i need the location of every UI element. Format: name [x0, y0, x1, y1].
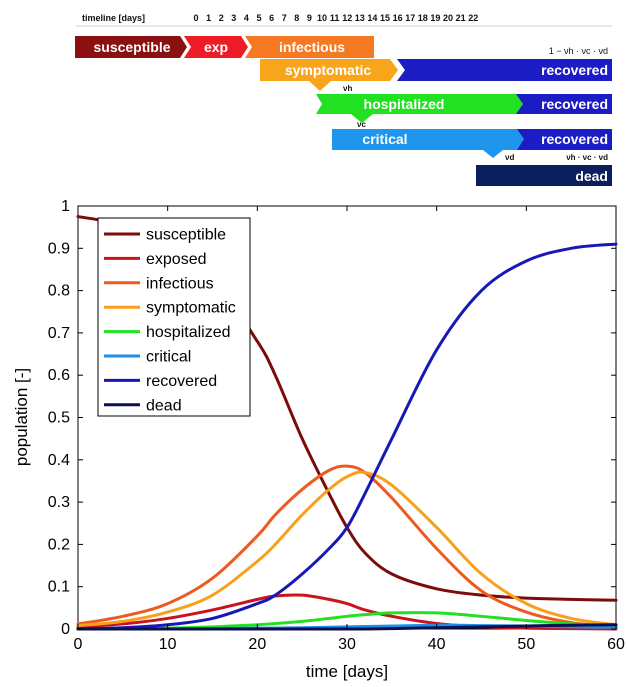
- timeline-day-label: 20: [443, 13, 453, 23]
- y-tick-label: 0.1: [48, 579, 70, 596]
- y-tick-label: 1: [61, 198, 70, 215]
- stage-dead-label: dead: [575, 168, 608, 184]
- timeline-day-label: 21: [456, 13, 466, 23]
- stage-hospitalized-label: hospitalized: [364, 96, 445, 112]
- timeline-day-label: 9: [307, 13, 312, 23]
- stage-dead-shape: [476, 165, 612, 186]
- chart-legend: susceptible exposed infectious symptomatic h…: [97, 217, 251, 417]
- timeline-day-label: 10: [317, 13, 327, 23]
- timeline-day-label: 15: [380, 13, 390, 23]
- timeline-day-label: 12: [342, 13, 352, 23]
- timeline-day-label: 19: [430, 13, 440, 23]
- y-tick-label: 0: [61, 621, 70, 638]
- legend-label-exposed: exposed: [146, 251, 207, 268]
- stage-critical-shape: [332, 129, 526, 158]
- timeline-stages: susceptible exp infectious symptomatic recov…: [75, 36, 612, 186]
- y-tick-label: 0.6: [48, 367, 70, 384]
- timeline-day-label: 7: [282, 13, 287, 23]
- timeline-day-label: 18: [418, 13, 428, 23]
- stage-infectious-label: infectious: [279, 39, 345, 55]
- y-axis-label: population [-]: [12, 368, 31, 466]
- stage-recovered-2-label: recovered: [541, 96, 608, 112]
- series-line-recovered: [76, 242, 618, 631]
- y-tick-label: 0.5: [48, 410, 70, 427]
- series-line-infectious: [76, 464, 618, 629]
- legend-items: susceptible exposed infectious symptomatic h…: [104, 227, 236, 414]
- stage-recovered-2-shape: [516, 94, 612, 114]
- y-tick-label: 0.3: [48, 494, 70, 511]
- timeline-day-label: 14: [367, 13, 377, 23]
- legend-label-hospitalized: hospitalized: [146, 324, 231, 341]
- y-axis-ticks: 0 0.1 0.2 0.3 0.4 0.5 0.6 0.7 0.8 0.9 1: [48, 198, 616, 638]
- timeline-day-label: 11: [330, 13, 340, 23]
- x-axis-label: time [days]: [306, 662, 388, 681]
- y-tick-label: 0.4: [48, 452, 70, 469]
- timeline-day-label: 6: [269, 13, 274, 23]
- x-tick-label: 60: [607, 636, 625, 653]
- stage-recovered-1-label: recovered: [541, 62, 608, 78]
- y-tick-label: 0.8: [48, 283, 70, 300]
- timeline-day-label: 5: [256, 13, 261, 23]
- timeline-day-labels: 0 1 2 3 4 5 6 7 8 9 10 11 12 13 14 15 16 17 18 19 20 21 22: [76, 13, 612, 27]
- timeline-day-label: 2: [219, 13, 224, 23]
- nu-h-annotation: νh: [343, 84, 352, 93]
- x-tick-label: 0: [74, 636, 83, 653]
- timeline-day-label: 0: [193, 13, 198, 23]
- stage-symptomatic-label: symptomatic: [285, 62, 372, 78]
- legend-label-susceptible: susceptible: [146, 227, 226, 244]
- x-tick-label: 40: [428, 636, 446, 653]
- timeline-day-label: 22: [468, 13, 478, 23]
- x-tick-label: 50: [517, 636, 535, 653]
- timeline-day-label: 8: [294, 13, 299, 23]
- y-tick-label: 0.2: [48, 536, 70, 553]
- timeline-diagram: timeline [days] 0 1 2 3 4 5 6 7 8 9 10 11 12 13 14 15 16…: [75, 13, 612, 186]
- y-tick-label: 0.7: [48, 325, 70, 342]
- legend-box: [97, 217, 251, 417]
- stage-recovered-3-label: recovered: [541, 131, 608, 147]
- stage-exposed-shape: [184, 36, 248, 58]
- x-tick-label: 10: [159, 636, 177, 653]
- stage-susceptible-label: susceptible: [93, 39, 170, 55]
- series-lines: [76, 215, 618, 631]
- line-chart: 0 10 20 30 40 50 60 00.10.20.30.40.50.60.70.80…: [12, 198, 625, 681]
- stage-hospitalized-shape: [316, 94, 525, 123]
- legend-label-critical: critical: [146, 349, 191, 366]
- stage-susceptible-shape: [75, 36, 187, 58]
- legend-label-dead: dead: [146, 397, 182, 414]
- stage-symptomatic-shape: [260, 59, 398, 91]
- stage-recovered-3-shape: [517, 129, 612, 150]
- x-tick-label: 30: [338, 636, 356, 653]
- timeline-day-label: 17: [405, 13, 415, 23]
- legend-label-symptomatic: symptomatic: [146, 300, 236, 317]
- timeline-day-label: 3: [231, 13, 236, 23]
- stage-critical-label: critical: [362, 131, 407, 147]
- series-line-dead: [76, 623, 618, 631]
- nu-d-annotation: νd: [505, 153, 514, 162]
- nu-c-annotation: νc: [357, 120, 366, 129]
- series-line-symptomatic: [76, 470, 618, 628]
- timeline-day-label: 16: [393, 13, 403, 23]
- timeline-day-label: 4: [244, 13, 249, 23]
- x-axis-ticks: 0 10 20 30 40 50 60: [74, 206, 625, 653]
- stage-recovered-1-shape: [397, 59, 612, 81]
- legend-label-infectious: infectious: [146, 275, 214, 292]
- legend-label-recovered: recovered: [146, 373, 217, 390]
- timeline-header-label: timeline [days]: [82, 13, 145, 23]
- timeline-day-label: 13: [355, 13, 365, 23]
- stage-infectious-shape: [245, 36, 374, 58]
- recovered-fraction-annotation: 1 − νh · νc · νd: [549, 46, 608, 56]
- timeline-day-label: 1: [206, 13, 211, 23]
- stage-exposed-label: exp: [204, 39, 228, 55]
- y-tick-label: 0.9: [48, 240, 70, 257]
- dead-fraction-annotation: νh · νc · νd: [566, 153, 608, 162]
- x-tick-label: 20: [248, 636, 266, 653]
